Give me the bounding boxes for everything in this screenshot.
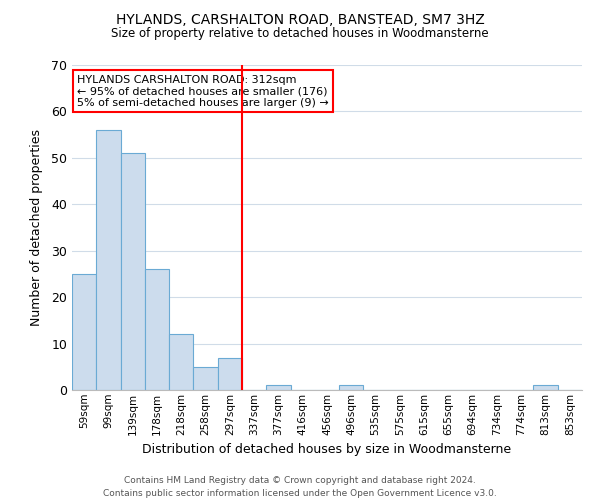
Bar xyxy=(193,367,218,390)
Y-axis label: Number of detached properties: Number of detached properties xyxy=(30,129,43,326)
Bar xyxy=(72,274,96,390)
Bar xyxy=(218,358,242,390)
Bar xyxy=(339,386,364,390)
Bar xyxy=(96,130,121,390)
Text: HYLANDS CARSHALTON ROAD: 312sqm
← 95% of detached houses are smaller (176)
5% of: HYLANDS CARSHALTON ROAD: 312sqm ← 95% of… xyxy=(77,74,329,108)
Text: HYLANDS, CARSHALTON ROAD, BANSTEAD, SM7 3HZ: HYLANDS, CARSHALTON ROAD, BANSTEAD, SM7 … xyxy=(116,12,484,26)
Bar xyxy=(121,153,145,390)
Text: Size of property relative to detached houses in Woodmansterne: Size of property relative to detached ho… xyxy=(111,28,489,40)
X-axis label: Distribution of detached houses by size in Woodmansterne: Distribution of detached houses by size … xyxy=(142,443,512,456)
Bar xyxy=(169,334,193,390)
Text: Contains HM Land Registry data © Crown copyright and database right 2024.
Contai: Contains HM Land Registry data © Crown c… xyxy=(103,476,497,498)
Bar xyxy=(533,386,558,390)
Bar xyxy=(266,386,290,390)
Bar xyxy=(145,270,169,390)
